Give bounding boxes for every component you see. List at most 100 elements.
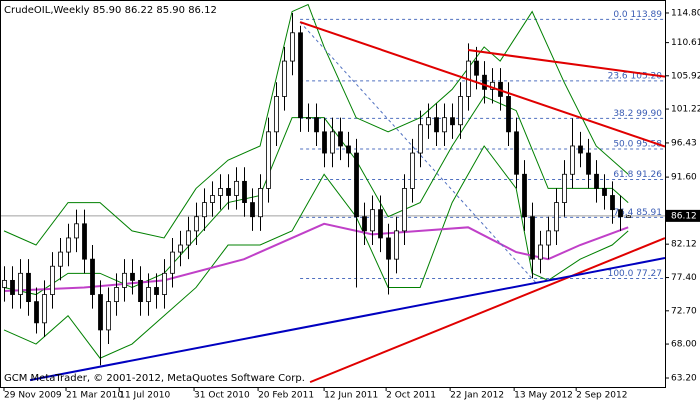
candle-body (370, 209, 375, 232)
candle-body (490, 81, 495, 90)
candle-body (18, 272, 23, 295)
candle-body (394, 230, 399, 260)
plot-frame (0, 0, 666, 388)
x-tick-label: 11 Jul 2010 (119, 391, 170, 401)
candle-body (74, 223, 79, 239)
x-tick-label: 31 Oct 2010 (194, 391, 250, 401)
candle-body (426, 117, 431, 126)
candle-body (130, 272, 135, 281)
candle-body (354, 152, 359, 218)
candle-body (474, 60, 479, 76)
y-tick-label: 101.22 (671, 105, 700, 115)
fib-label: 38.2 99.90 (613, 109, 662, 119)
fib-label: 61.8 91.26 (613, 170, 662, 180)
candle-body (34, 301, 39, 324)
candle-body (306, 117, 311, 120)
candle-body (66, 237, 71, 253)
candle-body (514, 131, 519, 175)
candle-body (562, 173, 567, 203)
trendline (29, 257, 665, 382)
candle-body (42, 294, 47, 324)
candle-body (482, 74, 487, 90)
candle-body (298, 32, 303, 119)
y-tick-label: 105.92 (671, 71, 700, 81)
candle-body (258, 188, 263, 218)
candle-body (522, 173, 527, 218)
candle-body (146, 287, 151, 303)
candle-body (186, 230, 191, 246)
candle-body (402, 188, 407, 232)
candle-body (546, 230, 551, 246)
candle-body (210, 195, 215, 203)
chart-title: CrudeOIL,Weekly 85.90 86.22 85.90 86.12 (4, 5, 217, 16)
candle-body (98, 294, 103, 331)
candle-body (578, 145, 583, 154)
candle-body (554, 202, 559, 232)
candle-body (362, 216, 367, 232)
x-tick-label: 22 Jan 2012 (450, 391, 504, 401)
fib-line (299, 21, 536, 283)
candle-body (82, 223, 87, 260)
candle-body (250, 202, 255, 218)
candle-body (194, 216, 199, 232)
candle-body (330, 131, 335, 154)
candle-body (154, 287, 159, 295)
trendline (468, 49, 665, 78)
candle-body (434, 117, 439, 133)
candle-body (506, 96, 511, 133)
candle-body (602, 188, 607, 196)
x-tick-label: 2 Oct 2011 (386, 391, 436, 401)
bollinger-band (3, 145, 629, 359)
candle-body (226, 188, 231, 196)
candle-body (50, 265, 55, 295)
y-tick-label: 114.80 (671, 8, 700, 18)
candle-body (218, 188, 223, 196)
candle-body (242, 180, 247, 203)
x-tick-label: 13 May 2012 (514, 391, 573, 401)
current-price-box (666, 209, 700, 222)
fib-label: 23.6 105.20 (608, 71, 663, 81)
candle-body (338, 131, 343, 147)
candle-body (170, 251, 175, 274)
candle-body (626, 215, 631, 218)
plot-area: 0.0 113.89 23.6 105.20 38.2 99.90 50.0 95.5… (1, 3, 665, 384)
current-price-label: 86.12 (671, 211, 697, 221)
candle-body (458, 96, 463, 126)
x-tick-label: 12 Jun 2011 (324, 391, 378, 401)
candle-body (610, 195, 615, 211)
candle-body (586, 152, 591, 175)
candle-body (266, 131, 271, 189)
candle-body (538, 244, 543, 260)
trendline (299, 21, 665, 148)
candle-body (274, 96, 279, 133)
y-tick-label: 82.12 (671, 240, 697, 250)
candle-body (178, 244, 183, 253)
x-tick-label: 2 Sep 2012 (576, 391, 627, 401)
candle-body (442, 117, 447, 133)
fib-label: 0.0 113.89 (613, 10, 662, 20)
candle-body (618, 209, 623, 218)
fib-label: 50.0 95.58 (613, 139, 662, 149)
candle-body (386, 237, 391, 260)
candle-body (90, 258, 95, 295)
candle-body (346, 145, 351, 154)
candle-body (282, 60, 287, 97)
y-tick-label: 91.60 (671, 173, 697, 183)
x-tick-label: 20 Feb 2011 (258, 391, 314, 401)
y-tick-label: 77.40 (671, 273, 697, 283)
bollinger-band (3, 3, 629, 246)
fib-label: 100.0 77.27 (608, 269, 662, 279)
candle-body (450, 117, 455, 126)
x-tick-label: 21 Mar 2010 (66, 391, 123, 401)
candle-body (58, 251, 63, 267)
candle-body (122, 272, 127, 288)
y-tick-label: 72.70 (671, 306, 697, 316)
candle-body (418, 124, 423, 154)
candle-body (530, 216, 535, 260)
candle-body (2, 279, 7, 288)
candle-body (378, 209, 383, 239)
candle-body (410, 152, 415, 189)
footer: GCM MetaTrader, © 2001-2012, MetaQuotes … (4, 373, 305, 384)
candle-body (234, 180, 239, 196)
